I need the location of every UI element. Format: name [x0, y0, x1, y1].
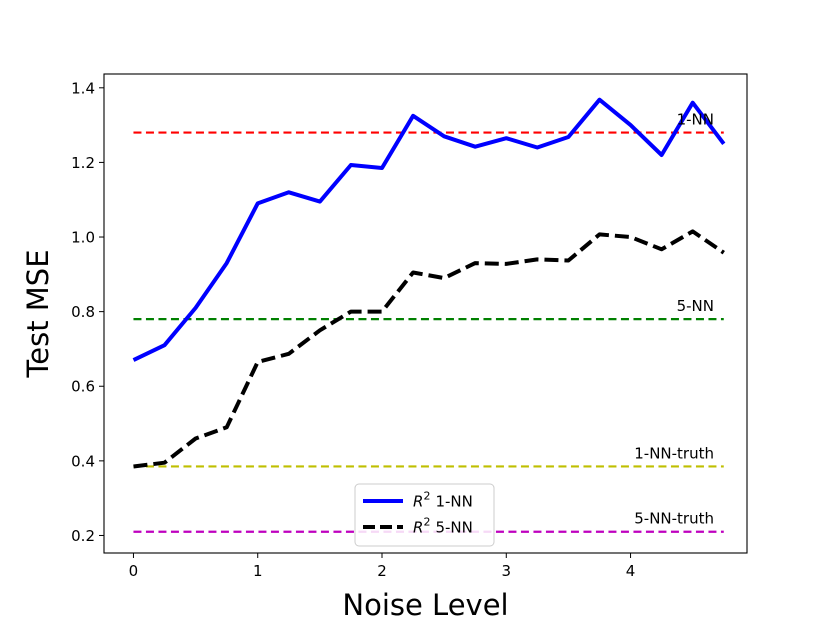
- legend-sup: 2: [423, 516, 430, 529]
- reference-label-1-nn: 1-NN: [677, 111, 714, 129]
- x-tick-label: 1: [253, 562, 263, 580]
- legend-label-5-nn: R2 5-NN: [413, 516, 473, 537]
- series-line-1-nn: [132, 97, 726, 362]
- y-tick-label: 1.2: [71, 154, 95, 172]
- x-axis-label: Noise Level: [342, 588, 508, 622]
- x-tick-label: 2: [377, 562, 387, 580]
- y-tick-label: 0.8: [71, 303, 95, 321]
- x-tick-label: 4: [626, 562, 636, 580]
- series-line-5-nn: [133, 229, 725, 469]
- y-tick-label: 0.6: [71, 378, 95, 396]
- y-tick-label: 0.4: [71, 452, 95, 470]
- x-axis: 0 1 2 3 4: [129, 553, 636, 580]
- reference-lines: [133, 131, 724, 533]
- reference-labels: 1-NN 5-NN 1-NN-truth 5-NN-truth: [634, 111, 714, 528]
- y-axis: 0.2 0.4 0.6 0.8 1.0 1.2 1.4: [71, 79, 104, 545]
- y-tick-label: 1.4: [71, 79, 95, 97]
- legend-series-name: 1-NN: [435, 493, 472, 511]
- reference-label-5-nn-truth: 5-NN-truth: [634, 510, 714, 528]
- y-tick-label: 1.0: [71, 229, 95, 247]
- y-tick-label: 0.2: [71, 527, 95, 545]
- legend-series-name: 5-NN: [435, 519, 472, 537]
- series-layer: [132, 97, 726, 469]
- reference-label-5-nn: 5-NN: [677, 297, 714, 315]
- legend-r: R: [413, 519, 423, 537]
- reference-label-1-nn-truth: 1-NN-truth: [634, 444, 714, 462]
- x-tick-label: 3: [502, 562, 512, 580]
- plot-frame: [103, 73, 748, 554]
- x-tick-label: 0: [129, 562, 139, 580]
- legend-sup: 2: [423, 490, 430, 503]
- y-axis-label: Test MSE: [21, 249, 55, 378]
- legend-r: R: [413, 493, 423, 511]
- legend-label-1-nn: R2 1-NN: [413, 490, 473, 511]
